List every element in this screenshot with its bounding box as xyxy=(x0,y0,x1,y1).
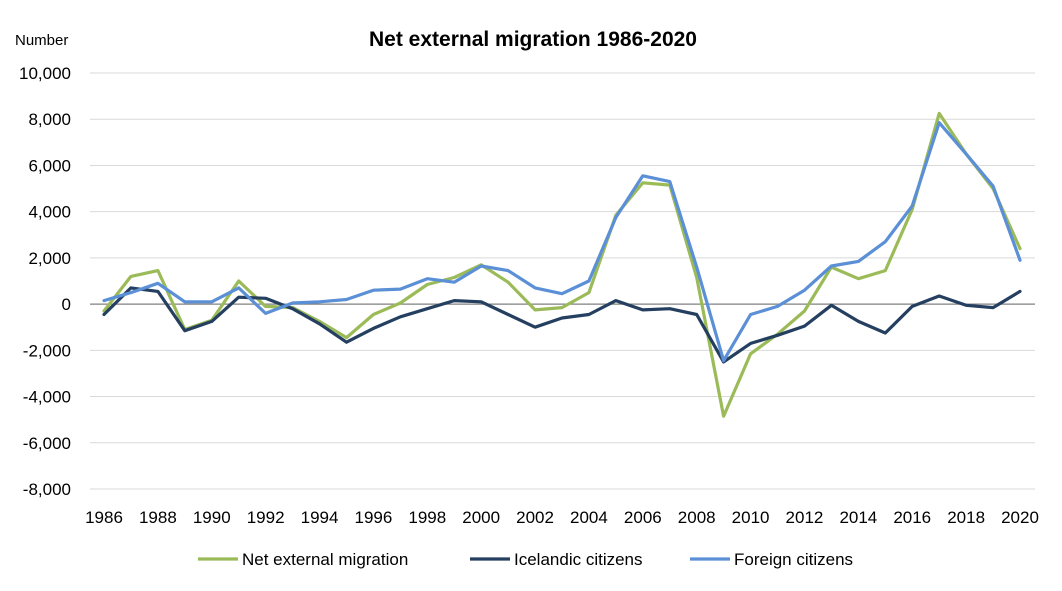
x-tick-label: 2016 xyxy=(893,508,931,527)
x-tick-label: 2004 xyxy=(570,508,608,527)
y-axis-label: Number xyxy=(15,32,68,49)
x-tick-labels: 1986 1988 1990 1992 1994 1996 1998 2000 2002 2004… xyxy=(85,508,1039,527)
x-tick-label: 2008 xyxy=(678,508,716,527)
x-tick-label: 2006 xyxy=(624,508,662,527)
x-tick-label: 2012 xyxy=(786,508,824,527)
y-tick-label: 4,000 xyxy=(28,203,71,222)
x-tick-label: 2014 xyxy=(839,508,877,527)
x-tick-label: 1986 xyxy=(85,508,123,527)
legend-label-1: Icelandic citizens xyxy=(514,550,643,569)
y-tick-label: -4,000 xyxy=(23,388,71,407)
y-tick-label: 10,000 xyxy=(19,64,71,83)
series-lines xyxy=(102,111,1022,418)
legend: Net external migration Icelandic citizens… xyxy=(198,550,853,569)
series-line-0 xyxy=(102,111,1022,418)
y-tick-label: 6,000 xyxy=(28,156,71,175)
y-tick-labels: -8,000 -6,000 -4,000 -2,000 0 2,000 4,000 6,000… xyxy=(19,64,71,499)
x-tick-label: 1988 xyxy=(139,508,177,527)
legend-label-2: Foreign citizens xyxy=(734,550,853,569)
x-tick-label: 2010 xyxy=(732,508,770,527)
x-tick-label: 2002 xyxy=(516,508,554,527)
x-tick-label: 2000 xyxy=(462,508,500,527)
y-tick-label: 8,000 xyxy=(28,110,71,129)
x-tick-label: 1994 xyxy=(301,508,339,527)
series-line-1 xyxy=(102,286,1022,364)
x-tick-label: 2018 xyxy=(947,508,985,527)
x-tick-label: 1998 xyxy=(408,508,446,527)
gridlines xyxy=(90,72,1035,490)
y-tick-label: 2,000 xyxy=(28,249,71,268)
series-line-2 xyxy=(102,121,1022,363)
x-tick-label: 2020 xyxy=(1001,508,1039,527)
y-tick-label: -6,000 xyxy=(23,434,71,453)
x-tick-label: 1992 xyxy=(247,508,285,527)
legend-label-0: Net external migration xyxy=(242,550,408,569)
x-tick-label: 1996 xyxy=(354,508,392,527)
chart-title: Net external migration 1986-2020 xyxy=(369,28,697,51)
x-tick-label: 1990 xyxy=(193,508,231,527)
y-tick-label: -8,000 xyxy=(23,480,71,499)
y-tick-label: -2,000 xyxy=(23,341,71,360)
y-tick-label: 0 xyxy=(62,295,71,314)
